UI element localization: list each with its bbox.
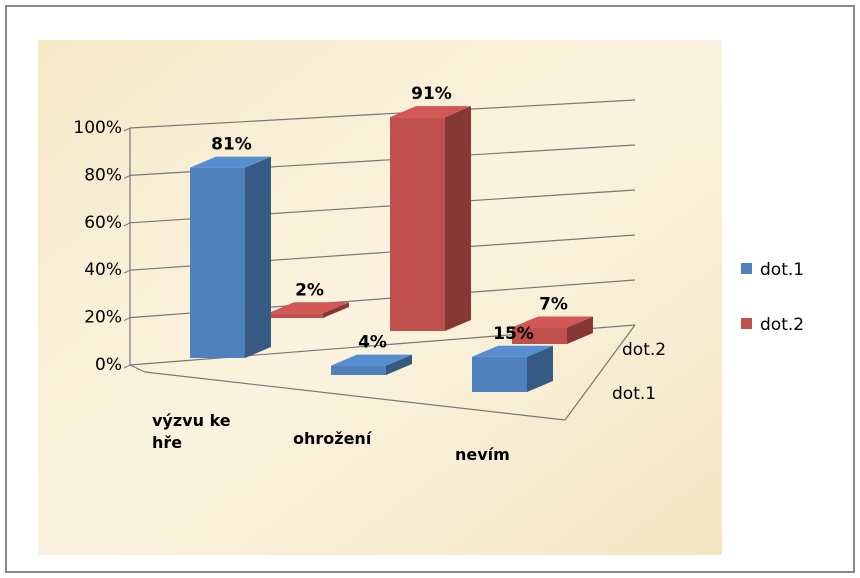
bar-top <box>512 316 593 328</box>
bar-side <box>445 106 471 332</box>
data-label: 91% <box>411 84 452 104</box>
bar-side <box>323 302 349 318</box>
depth-label: dot.2 <box>622 340 666 360</box>
depth-label: dot.1 <box>612 384 656 404</box>
data-label: 15% <box>493 324 534 344</box>
y-tick-label: 20% <box>84 308 122 328</box>
legend-label: dot.1 <box>760 260 804 280</box>
bar <box>472 345 553 392</box>
y-tick-label: 80% <box>84 165 122 185</box>
y-tick <box>123 364 131 369</box>
bar <box>190 156 271 358</box>
data-label: 4% <box>358 333 387 353</box>
bar-front <box>331 365 386 375</box>
bar-top <box>472 345 553 357</box>
bar-front <box>268 313 323 318</box>
grid-line <box>129 99 636 129</box>
bar-side <box>527 345 553 392</box>
bar-top <box>190 156 271 168</box>
bar <box>390 106 471 332</box>
legend-label: dot.2 <box>760 315 804 335</box>
floor <box>129 128 636 421</box>
legend-swatch <box>741 318 752 329</box>
y-tick-label: 60% <box>84 213 122 233</box>
bar-side <box>567 316 593 344</box>
x-tick-label: ohrožení <box>293 429 372 448</box>
plot-background <box>38 40 722 555</box>
bar-front <box>190 167 245 358</box>
x-tick-label: výzvu ke hře <box>152 411 231 452</box>
bar <box>268 302 349 318</box>
y-tick <box>123 174 131 179</box>
bar-top <box>331 354 412 366</box>
data-label: 81% <box>211 135 252 155</box>
y-tick-label: 0% <box>95 355 122 375</box>
x-tick-label: nevím <box>455 445 510 464</box>
bar-top <box>390 106 471 118</box>
y-tick <box>123 127 131 132</box>
y-tick <box>123 269 131 274</box>
bar-top <box>268 302 349 314</box>
y-tick-label: 40% <box>84 260 122 280</box>
bar-side <box>386 354 412 375</box>
data-label: 2% <box>295 280 324 300</box>
bar <box>331 354 412 375</box>
bar <box>512 316 593 344</box>
y-tick <box>123 317 131 322</box>
bar-side <box>245 156 271 358</box>
y-tick-label: 100% <box>73 118 122 138</box>
bar-front <box>512 327 567 344</box>
y-tick <box>123 222 131 227</box>
data-label: 7% <box>539 295 568 315</box>
bar-front <box>472 356 527 392</box>
bar-front <box>390 117 445 332</box>
legend-swatch <box>741 263 752 274</box>
